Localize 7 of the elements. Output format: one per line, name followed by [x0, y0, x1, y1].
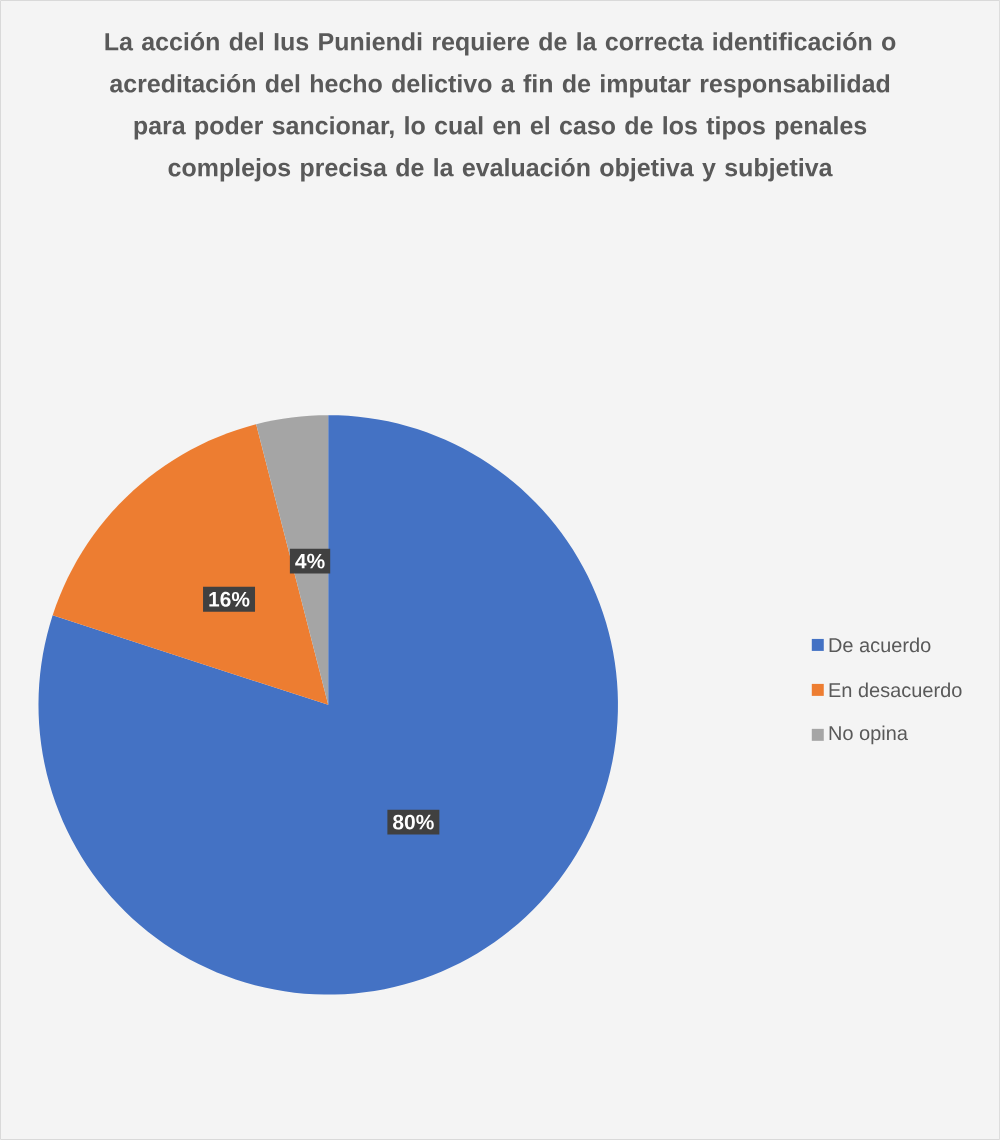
legend-label: En desacuerdo: [829, 682, 962, 698]
legend-label: De acuerdo: [829, 637, 931, 653]
chart-title: La acción del Ius Puniendi requiere de la correcta identificación o acreditación del hecho delictivo a fin de imputar responsabilidad para poder sancionar, lo cual en el caso de los tipos penales complejos precisa de la evaluación objetiva y subjetiva: [105, 32, 896, 182]
legend-label: No opina: [829, 725, 908, 745]
data-label: 16%: [209, 591, 250, 607]
data-label: 80%: [392, 814, 434, 830]
data-label: 4%: [295, 553, 325, 569]
